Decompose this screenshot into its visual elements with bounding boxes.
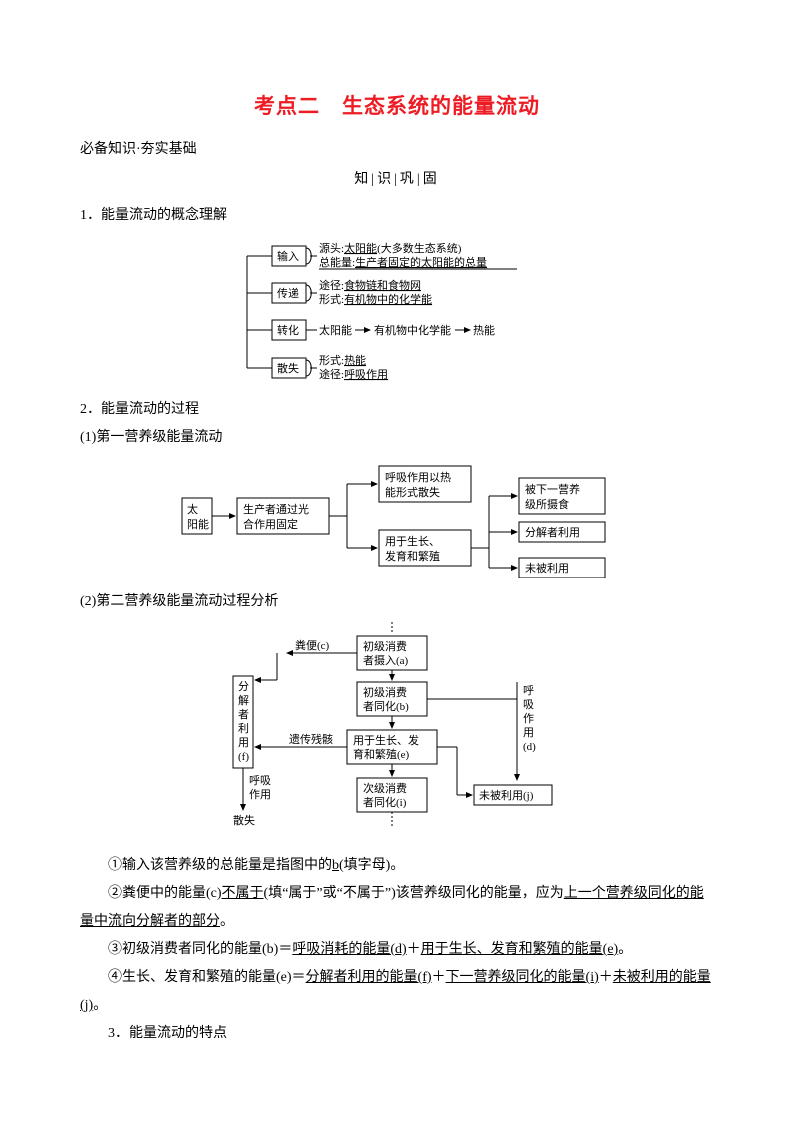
para-1: ①输入该营养级的总能量是指图中的b(填字母)。 [80,852,714,880]
svg-text:阳能: 阳能 [187,517,209,531]
svg-text:级所摄食: 级所摄食 [525,497,569,511]
svg-text:作: 作 [523,712,534,725]
svg-text:作用: 作用 [249,788,271,801]
svg-text:初级消费: 初级消费 [363,639,407,653]
main-title: 考点二 生态系统的能量流动 [80,90,714,120]
svg-text:未被利用(j): 未被利用(j) [479,789,534,802]
svg-text:者摄入(a): 者摄入(a) [363,653,409,667]
svg-text:途径:呼吸作用: 途径:呼吸作用 [319,367,388,381]
svg-text:途径:食物链和食物网: 途径:食物链和食物网 [319,278,421,292]
svg-text:者同化(b): 者同化(b) [363,699,409,713]
svg-text:生产者通过光: 生产者通过光 [243,502,309,516]
svg-text:发育和繁殖: 发育和繁殖 [385,549,440,563]
diagram-2-wrap: 太 阳能 生产者通过光 合作用固定 呼吸作用以热 能形式散失 用于生长、 发育和… [80,458,714,578]
knowledge-header: 知|识|巩|固 [80,168,714,188]
svg-text:传递: 传递 [277,286,299,300]
prep-subtitle: 必备知识·夯实基础 [80,138,714,158]
svg-text:散失: 散失 [277,361,299,375]
svg-text:呼吸: 呼吸 [249,774,271,787]
svg-text:能形式散失: 能形式散失 [385,485,440,499]
svg-text:吸: 吸 [523,699,534,711]
svg-text:初级消费: 初级消费 [363,685,407,699]
svg-text:解: 解 [238,693,249,707]
svg-text:用: 用 [238,737,249,749]
svg-text:用于生长、: 用于生长、 [385,534,440,548]
diagram-3: 初级消费 者摄入(a) 粪便(c) 初级消费 者同化(b) 呼 吸 作 用 (d… [197,622,597,842]
svg-text:转化: 转化 [277,323,299,337]
svg-text:利: 利 [238,722,249,735]
svg-text:被下一营养: 被下一营养 [525,482,580,496]
svg-text:输入: 输入 [277,249,299,263]
svg-text:散失: 散失 [233,813,255,827]
svg-text:分: 分 [238,680,249,693]
svg-text:用: 用 [523,727,534,739]
heading-1: 1．能量流动的概念理解 [80,202,714,230]
svg-text:次级消费: 次级消费 [363,781,407,795]
heading-2b: (2)第二营养级能量流动过程分析 [80,588,714,616]
svg-text:育和繁殖(e): 育和繁殖(e) [353,747,410,761]
svg-text:(f): (f) [238,751,249,763]
svg-text:合作用固定: 合作用固定 [243,517,298,531]
svg-text:分解者利用: 分解者利用 [525,525,580,539]
diagram-1-wrap: 输入 源头:太阳能(大多数生态系统) 总能量:生产者固定的太阳能的总量 传递 途… [80,236,714,386]
para-3: ③初级消费者同化的能量(b)＝呼吸消耗的能量(d)＋用于生长、发育和繁殖的能量(… [80,936,714,964]
heading-2: 2．能量流动的过程 [80,396,714,424]
diagram-3-wrap: 初级消费 者摄入(a) 粪便(c) 初级消费 者同化(b) 呼 吸 作 用 (d… [80,622,714,842]
svg-text:形式:热能: 形式:热能 [319,353,366,367]
svg-text:粪便(c): 粪便(c) [295,638,330,652]
heading-3: 3．能量流动的特点 [80,1020,714,1048]
svg-text:未被利用: 未被利用 [525,562,569,575]
heading-2a: (1)第一营养级能量流动 [80,424,714,452]
svg-text:形式:有机物中的化学能: 形式:有机物中的化学能 [319,292,432,306]
svg-text:呼吸作用以热: 呼吸作用以热 [385,471,451,484]
svg-text:遗传残骸: 遗传残骸 [289,732,333,746]
para-4: ④生长、发育和繁殖的能量(e)＝分解者利用的能量(f)＋下一营养级同化的能量(i… [80,964,714,1020]
svg-text:(d): (d) [523,741,536,753]
diagram-1: 输入 源头:太阳能(大多数生态系统) 总能量:生产者固定的太阳能的总量 传递 途… [217,236,577,386]
svg-text:源头:太阳能(大多数生态系统): 源头:太阳能(大多数生态系统) [319,241,462,255]
svg-text:呼: 呼 [523,684,534,697]
svg-text:用于生长、发: 用于生长、发 [353,733,419,747]
svg-text:者同化(i): 者同化(i) [363,795,407,809]
diagram-2: 太 阳能 生产者通过光 合作用固定 呼吸作用以热 能形式散失 用于生长、 发育和… [177,458,617,578]
svg-text:总能量:生产者固定的太阳能的总量: 总能量:生产者固定的太阳能的总量 [319,255,487,269]
svg-text:者: 者 [238,708,249,721]
page-content: 考点二 生态系统的能量流动 必备知识·夯实基础 知|识|巩|固 1．能量流动的概… [0,0,794,1108]
para-2: ②粪便中的能量(c)不属于(填“属于”或“不属于”)该营养级同化的能量，应为上一… [80,880,714,936]
d2-sun-l1: 太 [187,503,198,516]
